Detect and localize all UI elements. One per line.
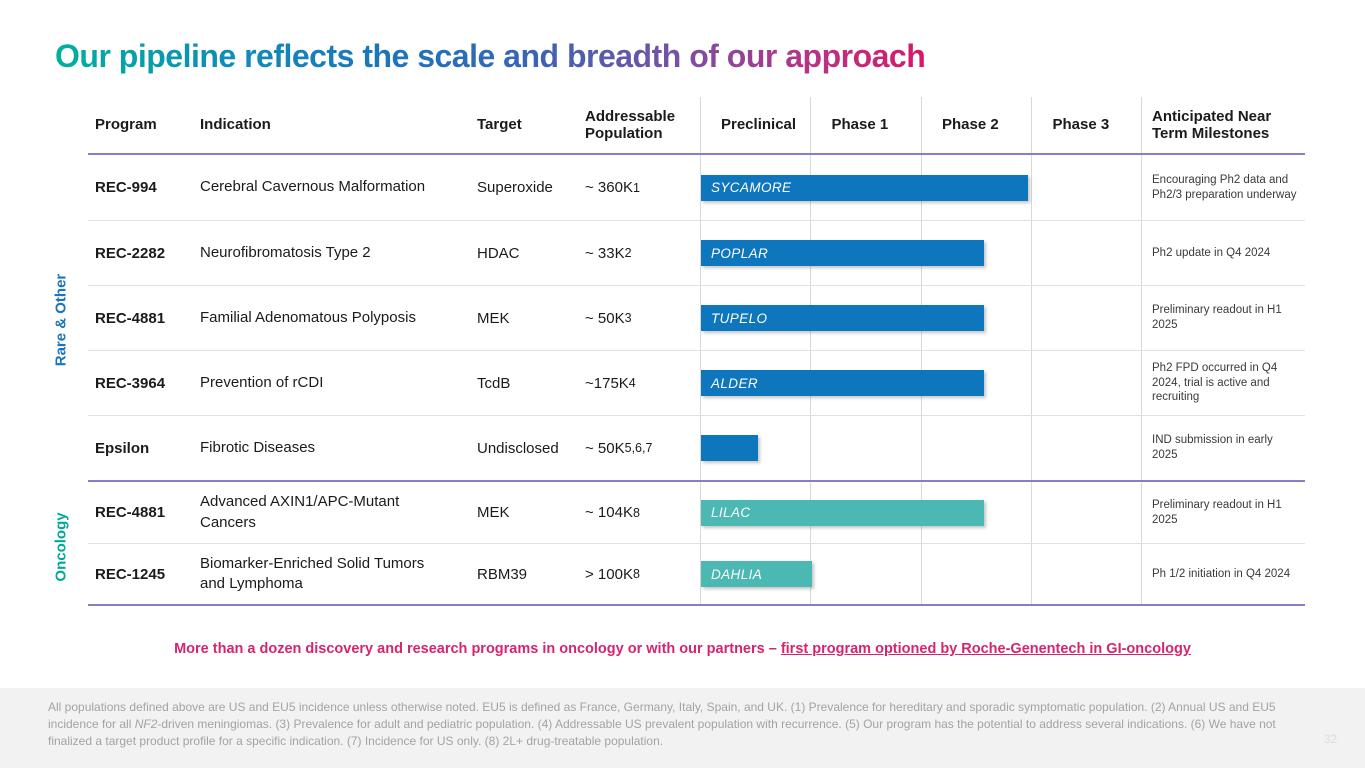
trial-name: ALDER bbox=[711, 375, 759, 391]
trial-name: TUPELO bbox=[711, 310, 768, 326]
header-milestones: Anticipated Near Term Milestones bbox=[1152, 107, 1272, 142]
milestone-text: Encouraging Ph2 data and Ph2/3 preparati… bbox=[1152, 173, 1297, 201]
table-row: REC-3964 Prevention of rCDI TcdB ~175K 4 … bbox=[88, 350, 1305, 415]
trial-name: LILAC bbox=[711, 505, 751, 520]
addressable-population: ~ 360K 1 bbox=[585, 179, 640, 196]
pipeline-bar: LILAC bbox=[701, 499, 984, 526]
section-oncology: REC-4881 Advanced AXIN1/APC-Mutant Cance… bbox=[88, 482, 1305, 606]
indication: Advanced AXIN1/APC-Mutant Cancers bbox=[200, 493, 400, 531]
table-row: REC-4881 Advanced AXIN1/APC-Mutant Cance… bbox=[88, 482, 1305, 543]
phase-track bbox=[700, 416, 1142, 480]
trial-name: SYCAMORE bbox=[711, 180, 792, 195]
footnote-marker: 1 bbox=[632, 180, 640, 195]
target: Superoxide bbox=[477, 179, 553, 196]
page-number: 32 bbox=[1323, 732, 1337, 746]
header-phase-2: Phase 2 bbox=[942, 116, 999, 134]
phase-track: SYCAMORE bbox=[700, 155, 1142, 220]
addressable-population: ~175K 4 bbox=[585, 374, 636, 392]
table-row: REC-994 Cerebral Cavernous Malformation … bbox=[88, 155, 1305, 220]
addressable-population: ~ 104K 8 bbox=[585, 504, 640, 521]
target: MEK bbox=[477, 504, 510, 521]
target: RBM39 bbox=[477, 565, 528, 583]
header-phase-1: Phase 1 bbox=[831, 116, 889, 134]
discovery-programs-statement: More than a dozen discovery and research… bbox=[0, 641, 1365, 657]
section-rare-and-other: REC-994 Cerebral Cavernous Malformation … bbox=[88, 155, 1305, 482]
program-name: REC-1245 bbox=[95, 565, 166, 583]
addressable-population: > 100K 8 bbox=[585, 565, 640, 583]
milestone-text: IND submission in early 2025 bbox=[1152, 434, 1273, 461]
page-title: Our pipeline reflects the scale and brea… bbox=[55, 38, 926, 74]
indication: Neurofibromatosis Type 2 bbox=[200, 243, 371, 261]
header-phase-columns: Preclinical Phase 1 Phase 2 Phase 3 bbox=[700, 97, 1142, 153]
footer-strip: All populations defined above are US and… bbox=[0, 688, 1365, 768]
table-header-row: Program Indication Target Addressable Po… bbox=[88, 97, 1305, 155]
pipeline-bar: POPLAR bbox=[701, 240, 984, 266]
target: MEK bbox=[477, 309, 510, 327]
phase-track: LILAC bbox=[700, 482, 1142, 543]
table-row: REC-2282 Neurofibromatosis Type 2 HDAC ~… bbox=[88, 220, 1305, 285]
header-preclinical: Preclinical bbox=[721, 116, 797, 134]
program-name: REC-2282 bbox=[95, 244, 166, 262]
header-indication: Indication bbox=[200, 116, 271, 134]
header-addressable-population: Addressable Population bbox=[585, 107, 676, 142]
addressable-population: ~ 50K 3 bbox=[585, 309, 632, 327]
target: Undisclosed bbox=[477, 439, 559, 457]
pipeline-bar: ALDER bbox=[701, 370, 984, 396]
header-phase-3: Phase 3 bbox=[1052, 116, 1110, 134]
phase-track: POPLAR bbox=[700, 221, 1142, 285]
header-target: Target bbox=[477, 116, 522, 134]
trial-name: POPLAR bbox=[711, 245, 769, 261]
program-name: Epsilon bbox=[95, 439, 150, 457]
milestone-text: Preliminary readout in H1 2025 bbox=[1152, 304, 1282, 331]
addressable-population: ~ 50K 5,6,7 bbox=[585, 439, 653, 457]
phase-track: ALDER bbox=[700, 351, 1142, 415]
footnote-marker: 2 bbox=[624, 246, 632, 260]
roche-genentech-link[interactable]: first program optioned by Roche-Genentec… bbox=[780, 641, 1191, 657]
indication: Familial Adenomatous Polyposis bbox=[200, 308, 416, 326]
footnote-marker: 8 bbox=[632, 567, 640, 581]
program-name: REC-3964 bbox=[95, 374, 166, 392]
pipeline-bar: SYCAMORE bbox=[701, 174, 1029, 201]
pipeline-bar: DAHLIA bbox=[701, 561, 812, 587]
footnote-marker: 4 bbox=[628, 376, 636, 390]
pipeline-bar: TUPELO bbox=[701, 305, 984, 331]
table-row: REC-1245 Biomarker-Enriched Solid Tumors… bbox=[88, 543, 1305, 604]
phase-track: TUPELO bbox=[700, 286, 1142, 350]
indication: Biomarker-Enriched Solid Tumors and Lymp… bbox=[200, 554, 425, 592]
section-label-oncology: Oncology bbox=[52, 512, 70, 582]
milestone-text: Ph 1/2 initiation in Q4 2024 bbox=[1152, 567, 1291, 580]
program-name: REC-994 bbox=[95, 179, 157, 196]
indication: Cerebral Cavernous Malformation bbox=[200, 178, 426, 196]
pipeline-bar bbox=[701, 435, 759, 461]
addressable-population: ~ 33K 2 bbox=[585, 244, 632, 262]
footnotes: All populations defined above are US and… bbox=[48, 700, 1276, 749]
table-row: Epsilon Fibrotic Diseases Undisclosed ~ … bbox=[88, 415, 1305, 480]
footnote-marker: 3 bbox=[624, 311, 632, 325]
milestone-text: Preliminary readout in H1 2025 bbox=[1152, 498, 1282, 526]
milestone-text: Ph2 update in Q4 2024 bbox=[1152, 246, 1271, 259]
program-name: REC-4881 bbox=[95, 504, 166, 521]
section-label-rare-and-other: Rare & Other bbox=[52, 273, 70, 367]
target: TcdB bbox=[477, 374, 511, 392]
target: HDAC bbox=[477, 244, 520, 262]
table-row: REC-4881 Familial Adenomatous Polyposis … bbox=[88, 285, 1305, 350]
header-program: Program bbox=[95, 116, 157, 134]
trial-name: DAHLIA bbox=[711, 566, 763, 582]
program-name: REC-4881 bbox=[95, 309, 166, 327]
statement-text: More than a dozen discovery and research… bbox=[174, 641, 781, 657]
indication: Prevention of rCDI bbox=[200, 373, 324, 391]
pipeline-table: Program Indication Target Addressable Po… bbox=[88, 97, 1305, 606]
indication: Fibrotic Diseases bbox=[200, 438, 316, 456]
footnote-marker: 5,6,7 bbox=[624, 441, 653, 455]
footnote-marker: 8 bbox=[632, 505, 640, 520]
phase-track: DAHLIA bbox=[700, 544, 1142, 604]
milestone-text: Ph2 FPD occurred in Q4 2024, trial is ac… bbox=[1152, 361, 1278, 404]
nf2-italic: NF2 bbox=[134, 717, 158, 732]
